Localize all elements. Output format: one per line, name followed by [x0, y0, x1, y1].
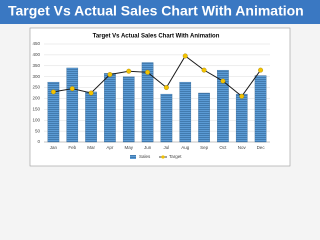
- x-tick-label: Dec: [257, 145, 266, 150]
- marker: [50, 89, 56, 95]
- marker: [163, 85, 169, 91]
- x-tick-label: Jun: [144, 145, 152, 150]
- x-tick-label: Apr: [106, 145, 114, 150]
- legend-label: Target: [169, 154, 182, 159]
- legend-swatch: [130, 155, 136, 159]
- bar: [85, 91, 97, 143]
- marker: [88, 90, 94, 96]
- x-tick-label: Aug: [181, 145, 190, 150]
- marker: [182, 53, 188, 59]
- y-tick-label: 50: [35, 128, 41, 133]
- y-tick-label: 200: [32, 96, 40, 101]
- x-tick-label: Nov: [238, 145, 247, 150]
- header-title: Target Vs Actual Sales Chart With Animat…: [8, 3, 304, 19]
- bar: [235, 93, 248, 143]
- marker: [258, 67, 264, 73]
- bar: [198, 92, 210, 143]
- x-tick-label: Sep: [200, 145, 209, 150]
- bar: [179, 81, 192, 143]
- x-tick-label: May: [124, 145, 133, 150]
- x-tick-label: Mar: [87, 145, 95, 150]
- slide: Target Vs Actual Sales Chart With Animat…: [0, 0, 320, 167]
- y-tick-label: 150: [32, 107, 40, 112]
- bar: [104, 73, 116, 143]
- bar: [160, 93, 173, 143]
- bar: [47, 81, 60, 143]
- marker: [69, 86, 75, 92]
- bar: [254, 75, 267, 143]
- y-tick-label: 300: [32, 74, 40, 79]
- x-tick-label: Oct: [219, 145, 227, 150]
- marker: [145, 69, 151, 75]
- marker: [239, 93, 245, 99]
- marker: [126, 68, 132, 74]
- x-tick-label: Jan: [50, 145, 58, 150]
- marker: [220, 78, 226, 84]
- bar: [122, 76, 135, 143]
- y-tick-label: 400: [32, 52, 40, 57]
- bar: [141, 62, 154, 143]
- y-tick-label: 100: [32, 117, 40, 122]
- legend-marker: [161, 155, 165, 159]
- marker: [201, 67, 207, 73]
- y-tick-label: 350: [32, 63, 40, 68]
- chart-title: Target Vs Actual Sales Chart With Animat…: [93, 34, 220, 40]
- header-band: [0, 0, 320, 24]
- x-tick-label: Jul: [164, 145, 170, 150]
- y-tick-label: 250: [32, 85, 40, 90]
- bar: [66, 67, 79, 143]
- marker: [107, 72, 113, 77]
- bar: [217, 69, 229, 143]
- y-tick-label: 450: [32, 41, 40, 46]
- y-tick-label: 0: [37, 139, 40, 144]
- line: [53, 55, 261, 97]
- x-tick-label: Feb: [68, 145, 76, 150]
- legend-label: Sales: [139, 154, 151, 159]
